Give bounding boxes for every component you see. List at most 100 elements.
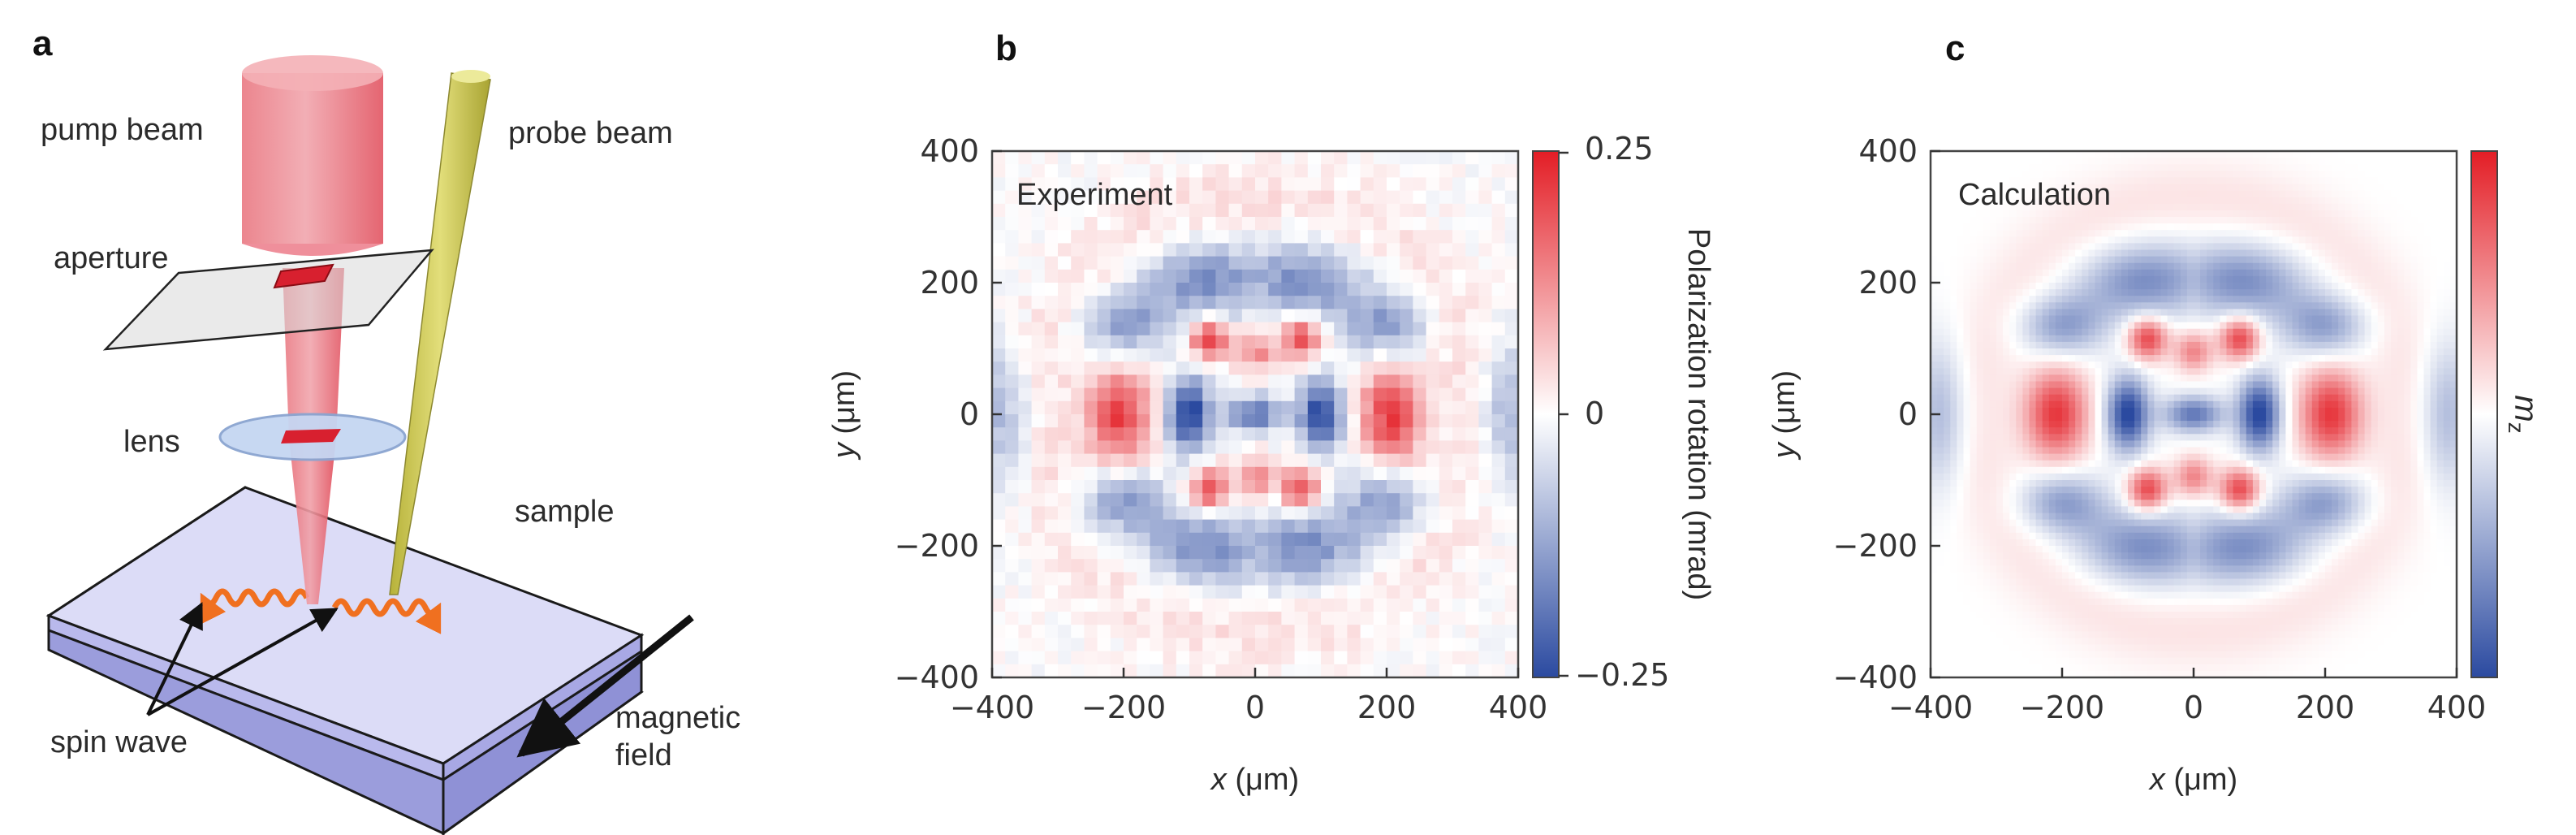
heatmap-cell bbox=[1970, 513, 1978, 521]
heatmap-cell bbox=[1950, 552, 1957, 560]
heatmap-cell bbox=[1189, 256, 1203, 270]
heatmap-cell bbox=[2194, 256, 2201, 264]
heatmap-cell bbox=[2075, 546, 2082, 553]
heatmap-cell bbox=[2194, 197, 2201, 205]
heatmap-cell bbox=[1255, 664, 1269, 677]
heatmap-cell bbox=[1137, 585, 1150, 599]
heatmap-cell bbox=[1321, 427, 1335, 441]
heatmap-cell bbox=[2082, 473, 2089, 481]
heatmap-cell bbox=[2114, 414, 2122, 422]
heatmap-cell bbox=[2055, 578, 2063, 586]
heatmap-cell bbox=[2167, 328, 2175, 336]
heatmap-cell bbox=[1097, 585, 1111, 599]
heatmap-cell bbox=[2016, 466, 2023, 474]
heatmap-cell bbox=[2121, 217, 2129, 224]
heatmap-cell bbox=[2147, 546, 2155, 553]
heatmap-cell bbox=[2022, 243, 2030, 251]
heatmap-cell bbox=[2088, 625, 2096, 632]
heatmap-cell bbox=[1294, 230, 1309, 244]
heatmap-cell bbox=[1478, 164, 1493, 178]
heatmap-cell bbox=[2009, 625, 2017, 632]
heatmap-cell bbox=[2009, 171, 2017, 178]
heatmap-cell bbox=[1944, 604, 1951, 612]
heatmap-cell bbox=[1400, 322, 1413, 336]
heatmap-cell bbox=[1241, 203, 1256, 218]
heatmap-cell bbox=[1989, 552, 1997, 560]
heatmap-cell bbox=[1957, 612, 1965, 619]
heatmap-cell bbox=[1491, 572, 1506, 586]
heatmap-cell bbox=[1976, 217, 1984, 224]
heatmap-cell bbox=[2055, 407, 2063, 415]
heatmap-cell bbox=[2114, 315, 2122, 323]
heatmap-cell bbox=[1957, 348, 1965, 356]
heatmap-cell bbox=[1163, 335, 1177, 349]
heatmap-cell bbox=[2069, 546, 2076, 553]
heatmap-cell bbox=[1989, 223, 1997, 231]
heatmap-cell bbox=[1044, 532, 1059, 547]
heatmap-cell bbox=[1400, 466, 1413, 481]
heatmap-cell bbox=[1110, 256, 1124, 270]
heatmap-cell bbox=[1970, 177, 1978, 185]
heatmap-cell bbox=[2082, 526, 2089, 534]
heatmap-cell bbox=[1970, 322, 1978, 330]
heatmap-cell bbox=[1071, 440, 1085, 455]
heatmap-cell bbox=[2048, 341, 2056, 349]
heatmap-cell bbox=[2147, 526, 2155, 534]
heatmap-cell bbox=[1963, 447, 1971, 455]
heatmap-cell bbox=[1387, 269, 1400, 283]
heatmap-cell bbox=[1963, 217, 1971, 224]
heatmap-cell bbox=[2160, 210, 2168, 218]
heatmap-cell bbox=[1983, 164, 1991, 171]
heatmap-cell bbox=[1110, 598, 1124, 612]
heatmap-cell bbox=[2114, 487, 2122, 494]
heatmap-cell bbox=[2194, 230, 2201, 237]
heatmap-cell bbox=[2003, 348, 2010, 356]
heatmap-cell bbox=[1426, 612, 1440, 625]
heatmap-cell bbox=[2167, 407, 2175, 415]
heatmap-cell bbox=[2029, 559, 2037, 566]
heatmap-cell bbox=[1150, 269, 1164, 283]
heatmap-cell bbox=[2194, 427, 2201, 435]
heatmap-cell bbox=[2029, 631, 2037, 638]
heatmap-cell bbox=[2029, 670, 2037, 677]
heatmap-cell bbox=[2069, 210, 2076, 218]
heatmap-cell bbox=[1255, 559, 1269, 573]
heatmap-cell bbox=[2186, 262, 2194, 270]
heatmap-cell bbox=[2134, 506, 2142, 514]
heatmap-cell bbox=[2029, 296, 2037, 303]
heatmap-cell bbox=[1937, 269, 1944, 277]
heatmap-cell bbox=[2121, 500, 2129, 507]
heatmap-cell bbox=[1307, 230, 1322, 244]
heatmap-cell bbox=[2180, 519, 2188, 527]
heatmap-cell bbox=[1996, 612, 2004, 619]
heatmap-cell bbox=[1944, 210, 1951, 218]
heatmap-cell bbox=[1963, 407, 1971, 415]
heatmap-cell bbox=[1334, 625, 1348, 638]
heatmap-cell bbox=[2128, 374, 2135, 383]
heatmap-cell bbox=[1031, 532, 1046, 547]
heatmap-cell bbox=[1176, 453, 1190, 468]
heatmap-cell bbox=[2186, 631, 2194, 638]
heatmap-cell bbox=[1465, 546, 1479, 560]
heatmap-cell bbox=[2016, 328, 2023, 336]
heatmap-cell bbox=[2075, 585, 2082, 593]
heatmap-cell bbox=[1478, 374, 1493, 389]
heatmap-cell bbox=[2147, 618, 2155, 625]
heatmap-cell bbox=[2141, 421, 2148, 428]
heatmap-cell bbox=[1957, 651, 1965, 659]
heatmap-cell bbox=[1334, 387, 1348, 402]
heatmap-cell bbox=[1031, 387, 1046, 402]
heatmap-cell bbox=[2022, 493, 2030, 500]
heatmap-cell bbox=[2095, 197, 2103, 205]
heatmap-cell bbox=[1307, 638, 1322, 652]
heatmap-cell bbox=[2042, 190, 2050, 198]
heatmap-cell bbox=[1307, 546, 1322, 560]
heatmap-cell bbox=[1400, 427, 1413, 441]
heatmap-cell bbox=[1976, 394, 1984, 402]
heatmap-cell bbox=[1176, 559, 1190, 573]
heatmap-cell bbox=[2141, 414, 2148, 422]
heatmap-cell bbox=[1334, 400, 1348, 415]
heatmap-cell bbox=[2035, 184, 2043, 192]
heatmap-cell bbox=[1504, 283, 1518, 296]
heatmap-cell bbox=[1163, 493, 1177, 507]
